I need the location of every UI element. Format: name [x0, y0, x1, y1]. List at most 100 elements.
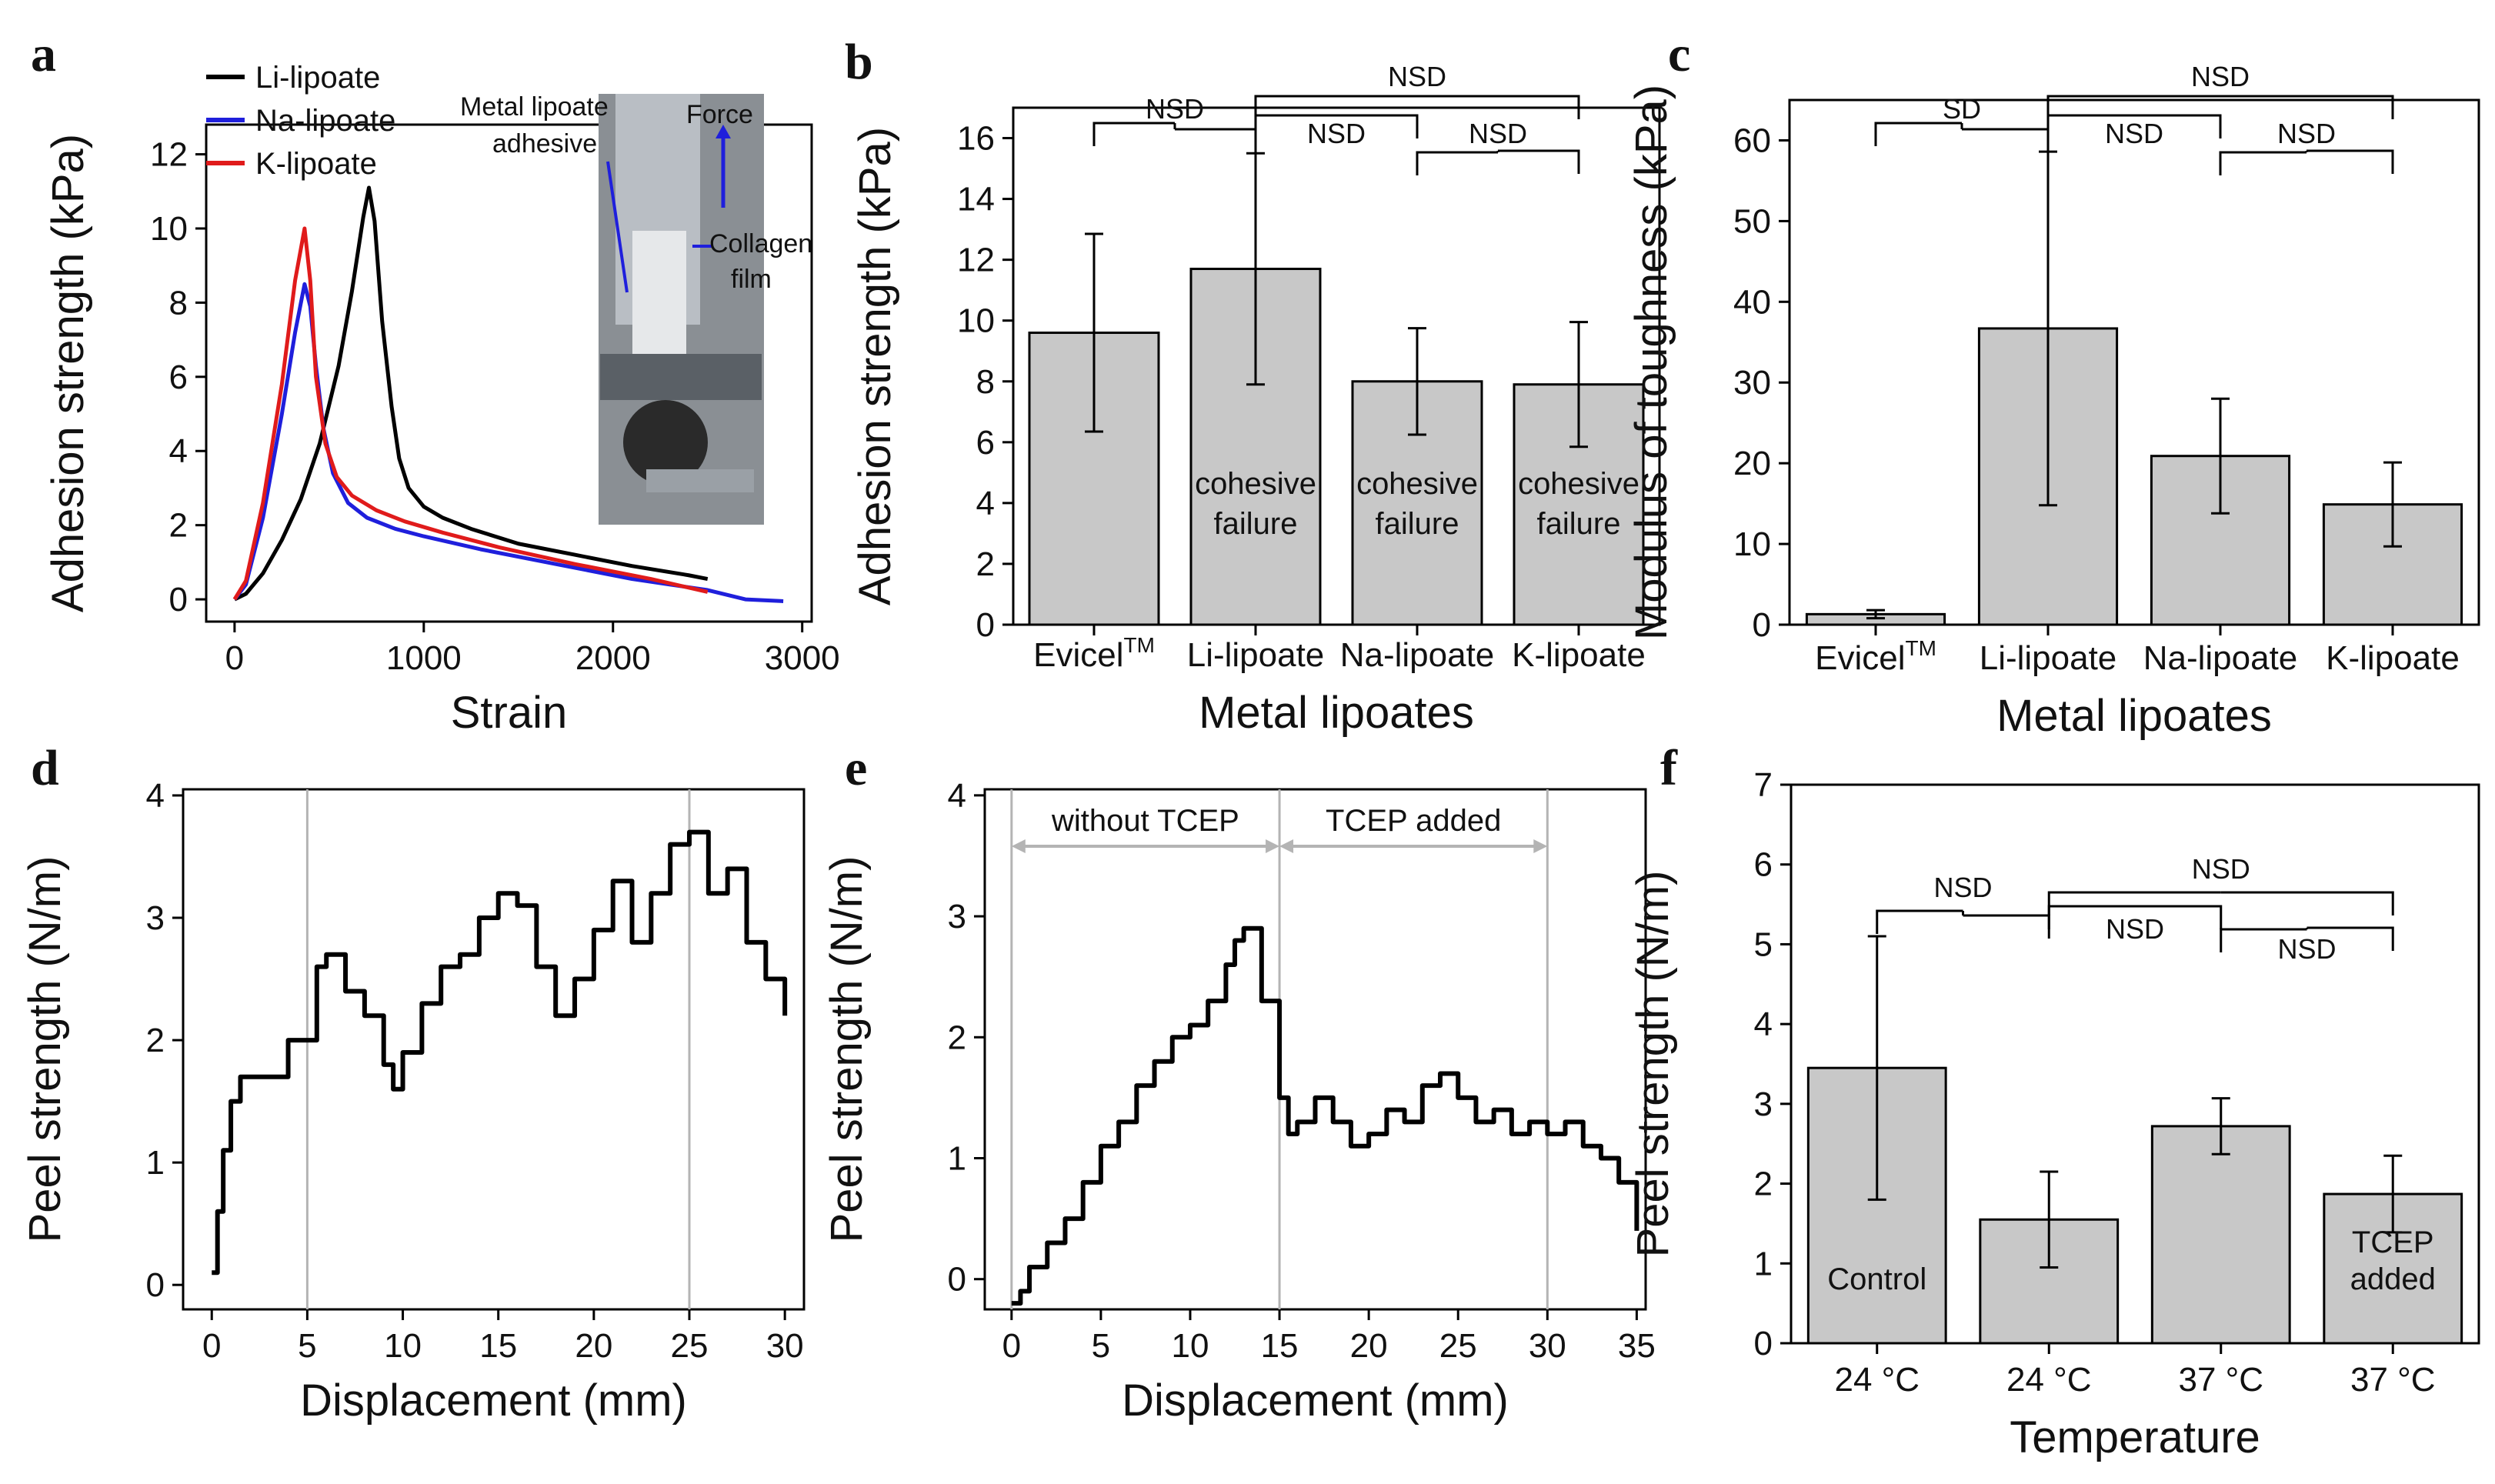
sig-bracket-2-right: [1336, 114, 1419, 138]
legend-label-K-lipoate: K-lipoate: [255, 147, 377, 181]
inset-label-force: Force: [686, 100, 753, 129]
sig-label-0: NSD: [1146, 93, 1204, 125]
sig-label-2: NSD: [2106, 913, 2164, 945]
panel-label-e: e: [845, 740, 867, 796]
sig-bracket-0-left: [1092, 122, 1175, 146]
bar-2: [2150, 1125, 2291, 1345]
y-axis-label-e: Peel strength (N/m): [822, 856, 872, 1243]
bar-note-2: failure: [1376, 507, 1459, 541]
series-line-K-lipoate: [232, 226, 709, 601]
sig-bracket-3-right: [2307, 926, 2394, 951]
x-axis-label-c: Metal lipoates: [1996, 691, 2272, 741]
sig-label-3: NSD: [1469, 118, 1527, 149]
y-tick-label: 12: [957, 242, 995, 279]
y-tick-label: 30: [1733, 364, 1771, 402]
y-tick-label: 8: [976, 363, 995, 401]
y-tick-label: 7: [1754, 766, 1773, 804]
y-tick-label: 1: [1754, 1245, 1773, 1282]
y-tick-label: 6: [169, 358, 188, 396]
sig-bracket-1-right: [2220, 95, 2394, 119]
sig-bracket-1-left: [2047, 891, 2221, 915]
sig-bracket-0-right: [1175, 128, 1257, 152]
bar-note-3: cohesive: [1518, 467, 1639, 501]
category-label-0: EvicelTM: [1033, 633, 1155, 674]
y-axis-label-b: Adhesion strength (kPa): [850, 127, 900, 605]
sig-label-1: NSD: [1388, 61, 1446, 92]
x-tick-label: 15: [479, 1327, 517, 1365]
sig-bracket-1-right: [2220, 891, 2394, 915]
y-tick-label: 4: [948, 777, 966, 815]
x-axis-label-b: Metal lipoates: [1199, 688, 1474, 738]
series-line-Na-lipoate: [232, 282, 784, 603]
inset-photo: Metal lipoate adhesive Force Collagen film: [460, 92, 812, 525]
bar-note-1: failure: [1214, 507, 1298, 541]
x-tick-label: 3000: [765, 639, 840, 677]
y-tick-label: 40: [1733, 283, 1771, 321]
legend-label-Li-lipoate: Li-lipoate: [255, 61, 380, 95]
category-label-2: 37 °C: [2178, 1361, 2263, 1399]
panel-f: f Peel strength (N/m) 0 1 2 3 4 5 6 7 24 °C Control…: [1628, 740, 2480, 1462]
sig-bracket-1-left: [1254, 95, 1417, 119]
y-tick-label: 3: [146, 899, 165, 937]
sig-label-3: NSD: [2277, 118, 2336, 149]
x-axis-label-d: Displacement (mm): [300, 1376, 687, 1426]
category-label-3: K-lipoate: [2326, 639, 2460, 677]
y-axis-label-c: Modulus of toughness (kPa): [1626, 85, 1676, 640]
inset-force-arrowhead: [715, 125, 731, 138]
sig-label-1: NSD: [2192, 853, 2250, 885]
plot-frame-a: [205, 123, 813, 623]
y-tick-label: 0: [948, 1261, 966, 1299]
sig-bracket-3-left: [2220, 928, 2307, 952]
sig-bracket-3-left: [1416, 151, 1498, 175]
region-arrow-tcep-added-head-right: [1533, 839, 1548, 853]
y-tick-label: 10: [150, 210, 188, 248]
y-tick-label: 5: [1754, 925, 1773, 963]
category-label-1: Li-lipoate: [1187, 636, 1325, 674]
inset-handle: [646, 469, 754, 492]
x-tick-label: 20: [575, 1327, 612, 1365]
panel-a: a Adhesion strength (kPa) 0 2 4 6 8 10 12 0 1000 20…: [31, 26, 840, 738]
y-tick-label: 4: [169, 432, 188, 470]
y-tick-label: 2: [146, 1022, 165, 1059]
x-tick-label: 5: [1092, 1327, 1110, 1365]
sig-label-2: NSD: [1307, 118, 1366, 149]
y-axis-label-d: Peel strength (N/m): [20, 856, 70, 1243]
x-tick-label: 0: [225, 639, 244, 677]
panel-d: d Peel strength (N/m) 0 1 2 3 4 0 5 10 15 20 25 30 Dis…: [20, 740, 806, 1426]
x-tick-label: 0: [202, 1327, 221, 1365]
y-tick-label: 3: [948, 898, 966, 935]
x-tick-label: 30: [766, 1327, 804, 1365]
sig-bracket-0-right: [1962, 128, 2050, 152]
region-arrow-without-tcep-head-right: [1266, 839, 1280, 853]
panel-e: e Peel strength (N/m) 0 1 2 3 4 0 5 10 15 20 25 30 35 D…: [822, 740, 1656, 1426]
sig-label-1: NSD: [2191, 61, 2250, 92]
panel-label-c: c: [1668, 26, 1690, 82]
bar-note-3: failure: [1537, 507, 1621, 541]
x-tick-label: 1000: [386, 639, 462, 677]
y-tick-label: 2: [976, 545, 995, 583]
category-label-1: Li-lipoate: [1980, 639, 2117, 677]
bar-note-2: cohesive: [1356, 467, 1478, 501]
inset-collagen-film: [632, 231, 686, 354]
sig-bracket-2-left: [2046, 114, 2134, 138]
plot-frame-b: [1012, 106, 1661, 626]
series-line-peel: [212, 829, 788, 1276]
plot-frame-c: [1788, 98, 2480, 626]
y-tick-label: 3: [1754, 1085, 1773, 1123]
y-tick-label: 0: [976, 606, 995, 644]
panel-label-d: d: [31, 740, 59, 796]
sig-bracket-0-right: [1963, 914, 2050, 939]
bar-note-3: added: [2350, 1262, 2436, 1296]
y-tick-label: 14: [957, 181, 995, 218]
sig-bracket-0-left: [1876, 909, 1963, 934]
sig-bracket-3-right: [2307, 149, 2394, 174]
sig-label-0: NSD: [1933, 872, 1992, 903]
x-tick-label: 30: [1529, 1327, 1566, 1365]
inset-clamp-lower: [600, 354, 762, 400]
sig-bracket-2-left: [1254, 114, 1336, 138]
y-tick-label: 10: [1733, 525, 1771, 563]
x-tick-label: 15: [1261, 1327, 1299, 1365]
sig-bracket-1-left: [2046, 95, 2220, 119]
y-tick-label: 1: [146, 1144, 165, 1182]
y-tick-label: 12: [150, 136, 188, 174]
